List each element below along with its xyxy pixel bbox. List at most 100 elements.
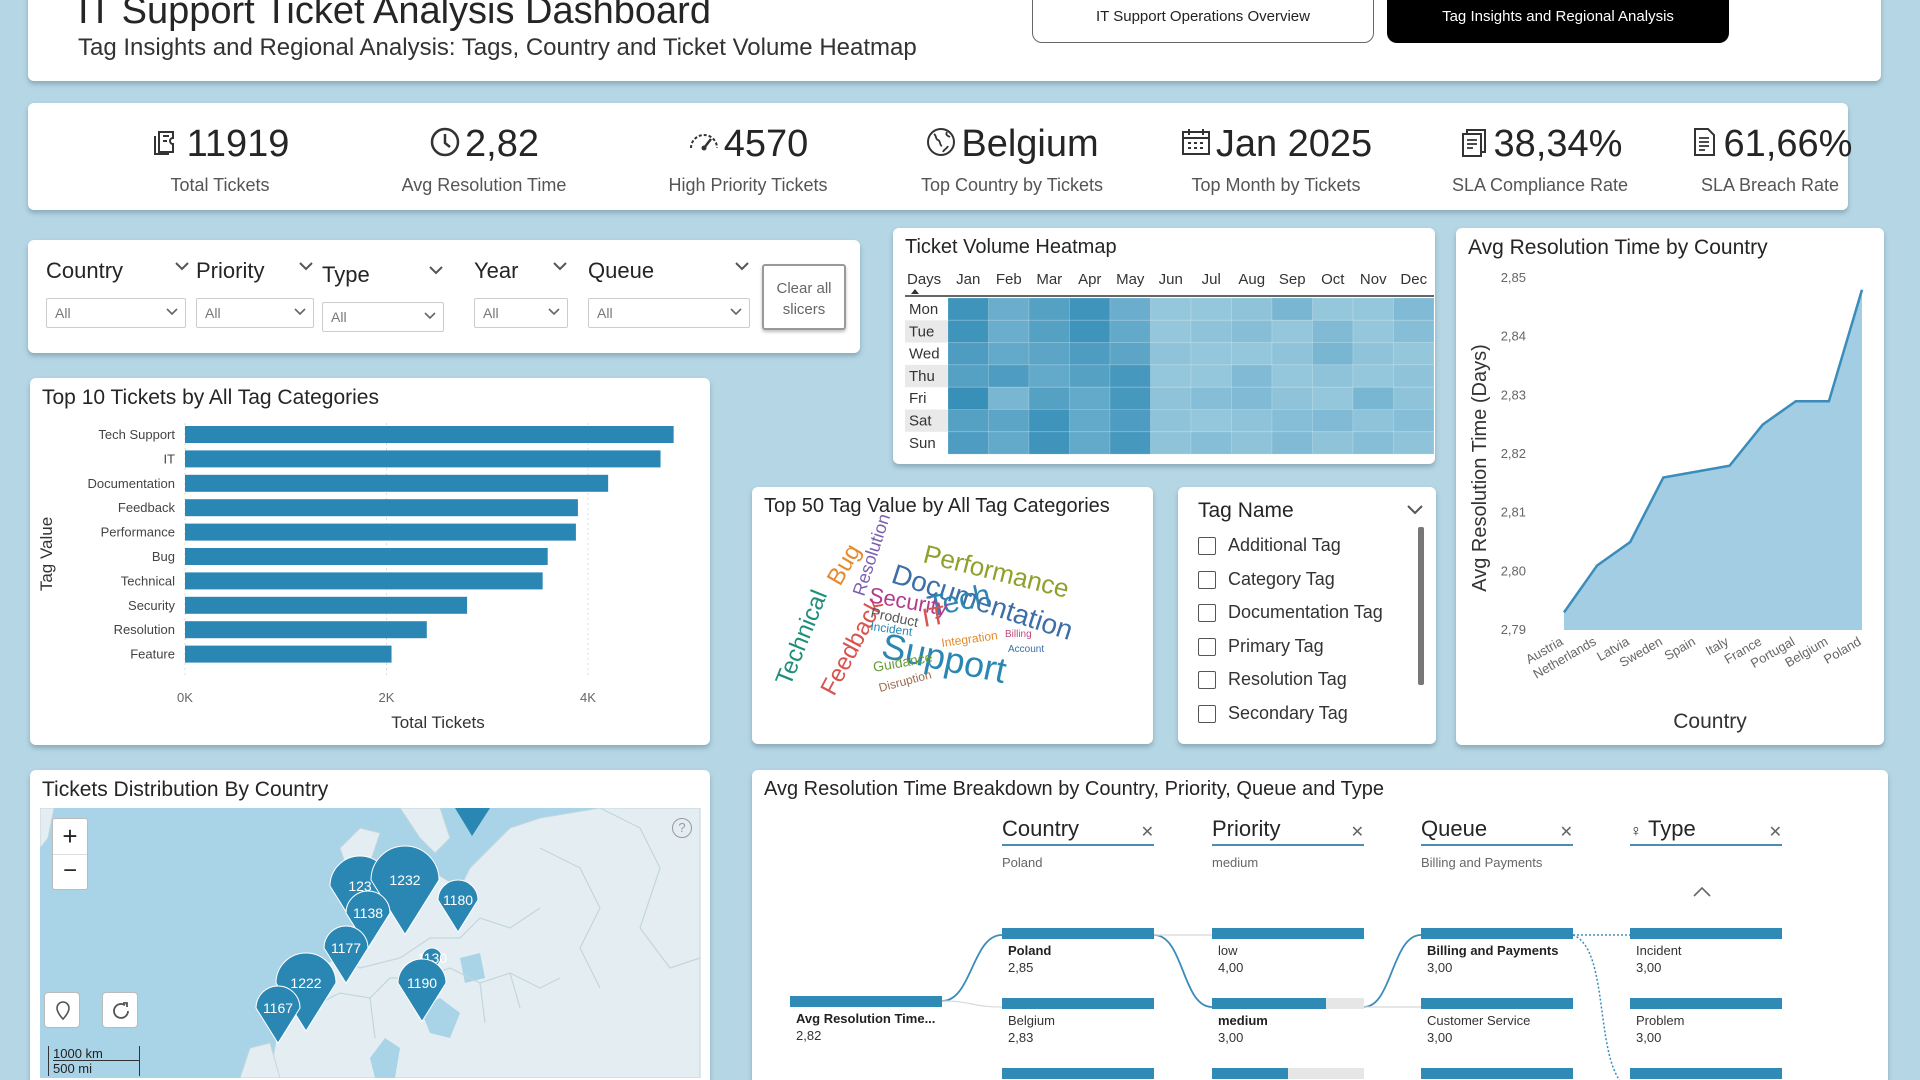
bar[interactable] xyxy=(185,426,674,443)
heatmap-cell[interactable] xyxy=(1352,319,1394,344)
word[interactable]: IT xyxy=(920,599,948,633)
heatmap-cell[interactable] xyxy=(1352,364,1394,388)
priority-node[interactable]: low 4,00 xyxy=(1218,942,1243,976)
chevron-down-icon[interactable] xyxy=(1406,503,1424,517)
bar[interactable] xyxy=(185,450,661,468)
heatmap-cell[interactable] xyxy=(1069,364,1111,388)
heatmap-cell[interactable] xyxy=(1231,364,1273,388)
slicer-dropdown[interactable]: All xyxy=(196,298,314,328)
heatmap-cell[interactable] xyxy=(1028,364,1070,388)
checkbox[interactable] xyxy=(1198,570,1216,589)
checkbox[interactable] xyxy=(1198,670,1216,689)
close-icon[interactable]: ✕ xyxy=(1768,824,1782,841)
tag-option[interactable]: Documentation Tag xyxy=(1198,602,1383,623)
tag-option[interactable]: Category Tag xyxy=(1198,569,1335,590)
heatmap-cell[interactable] xyxy=(1028,386,1070,410)
heatmap-cell[interactable] xyxy=(1393,409,1435,433)
reset-view-button[interactable] xyxy=(102,992,138,1028)
heatmap-cell[interactable] xyxy=(1352,431,1394,455)
checkbox[interactable] xyxy=(1198,637,1216,656)
zoom-in-button[interactable]: + xyxy=(53,819,87,855)
chevron-down-icon[interactable] xyxy=(428,264,444,276)
node-bar[interactable] xyxy=(1421,1068,1573,1079)
heatmap-cell[interactable] xyxy=(1271,342,1313,366)
heatmap-cell[interactable] xyxy=(1150,364,1192,388)
sort-icon[interactable] xyxy=(911,289,919,294)
heatmap-cell[interactable] xyxy=(1393,319,1435,344)
heatmap-cell[interactable] xyxy=(1069,342,1111,366)
chevron-down-icon[interactable] xyxy=(298,260,314,272)
node-bar[interactable] xyxy=(1421,998,1573,1009)
heatmap-cell[interactable] xyxy=(1312,297,1354,321)
heatmap-cell[interactable] xyxy=(1231,386,1273,410)
heatmap-cell[interactable] xyxy=(1393,431,1435,455)
heatmap-cell[interactable] xyxy=(1028,431,1070,455)
heatmap-cell[interactable] xyxy=(1271,386,1313,410)
node-bar[interactable] xyxy=(1630,928,1782,939)
heatmap-cell[interactable] xyxy=(1393,342,1435,366)
node-bar[interactable] xyxy=(1212,1068,1288,1079)
heatmap-cell[interactable] xyxy=(1231,342,1273,366)
slicer-dropdown[interactable]: All xyxy=(474,298,568,328)
slicer-dropdown[interactable]: All xyxy=(588,298,750,328)
queue-node[interactable]: Customer Service 3,00 xyxy=(1427,1012,1530,1046)
heatmap-cell[interactable] xyxy=(1231,409,1273,433)
heatmap-cell[interactable] xyxy=(947,297,989,321)
heatmap-cell[interactable] xyxy=(1352,409,1394,433)
heatmap-cell[interactable] xyxy=(1109,342,1151,366)
heatmap-cell[interactable] xyxy=(1271,364,1313,388)
heatmap-cell[interactable] xyxy=(1109,297,1151,321)
area-line[interactable] xyxy=(1562,289,1864,614)
node-bar[interactable] xyxy=(1212,998,1326,1009)
queue-node[interactable]: Billing and Payments 3,00 xyxy=(1427,942,1558,976)
heatmap-cell[interactable] xyxy=(1271,409,1313,433)
root-node[interactable]: Avg Resolution Time... 2,82 xyxy=(796,1010,935,1044)
slicer-type[interactable]: Type All xyxy=(322,262,444,332)
node-bar[interactable] xyxy=(1421,928,1573,939)
heatmap-cell[interactable] xyxy=(1109,319,1151,344)
nav-overview-button[interactable]: IT Support Operations Overview xyxy=(1032,0,1374,43)
heatmap-cell[interactable] xyxy=(1190,319,1232,344)
heatmap-cell[interactable] xyxy=(1069,386,1111,410)
decomp-column-priority[interactable]: Priority ✕ medium xyxy=(1212,816,1364,870)
heatmap-cell[interactable] xyxy=(1069,431,1111,455)
tag-option[interactable]: Resolution Tag xyxy=(1198,669,1347,690)
heatmap-cell[interactable] xyxy=(1271,297,1313,321)
heatmap-cell[interactable] xyxy=(1271,431,1313,455)
nav-tag-insights-button[interactable]: Tag Insights and Regional Analysis xyxy=(1387,0,1729,43)
bar[interactable] xyxy=(185,523,576,541)
chevron-down-icon[interactable] xyxy=(174,260,190,272)
node-bar[interactable] xyxy=(1002,998,1154,1009)
heatmap-cell[interactable] xyxy=(1190,409,1232,433)
decomp-column-queue[interactable]: Queue ✕ Billing and Payments xyxy=(1421,816,1573,870)
heatmap-cell[interactable] xyxy=(1352,342,1394,366)
heatmap-cell[interactable] xyxy=(1231,297,1273,321)
bar[interactable] xyxy=(185,645,392,663)
clear-slicers-button[interactable]: Clear all slicers xyxy=(762,264,846,330)
heatmap-cell[interactable] xyxy=(988,364,1030,388)
heatmap-cell[interactable] xyxy=(988,342,1030,366)
heatmap-cell[interactable] xyxy=(947,342,989,366)
heatmap-cell[interactable] xyxy=(1150,409,1192,433)
slicer-dropdown[interactable]: All xyxy=(322,302,444,332)
close-icon[interactable]: ✕ xyxy=(1350,824,1364,841)
tag-option[interactable]: Secondary Tag xyxy=(1198,703,1348,724)
close-icon[interactable]: ✕ xyxy=(1559,824,1573,841)
heatmap-cell[interactable] xyxy=(1150,297,1192,321)
type-node[interactable]: Problem 3,00 xyxy=(1636,1012,1684,1046)
word[interactable]: Billing xyxy=(1005,629,1032,640)
heatmap-cell[interactable] xyxy=(988,409,1030,433)
slicer-year[interactable]: Year All xyxy=(474,258,568,328)
chevron-up-icon[interactable] xyxy=(1693,886,1711,897)
heatmap-cell[interactable] xyxy=(1312,386,1354,410)
heatmap-cell[interactable] xyxy=(988,297,1030,321)
scrollbar[interactable] xyxy=(1418,527,1424,685)
priority-node[interactable]: medium 3,00 xyxy=(1218,1012,1268,1046)
heatmap-cell[interactable] xyxy=(1028,409,1070,433)
help-icon[interactable]: ? xyxy=(672,818,692,838)
heatmap-cell[interactable] xyxy=(988,386,1030,410)
chevron-down-icon[interactable] xyxy=(734,260,750,272)
checkbox[interactable] xyxy=(1198,536,1216,555)
country-node[interactable]: Poland 2,85 xyxy=(1008,942,1051,976)
